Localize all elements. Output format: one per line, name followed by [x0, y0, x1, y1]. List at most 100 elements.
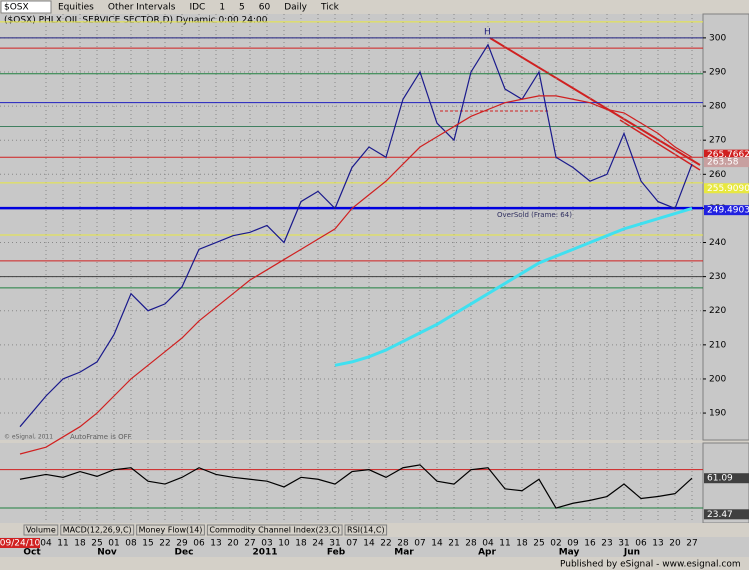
toolbar [0, 0, 749, 14]
toolbar-item[interactable]: Daily [284, 3, 307, 13]
tab-frame [136, 524, 205, 536]
status-bar [0, 557, 749, 570]
x-tick-label: 13 [210, 539, 221, 549]
value-box-label: 249.4903 [707, 206, 749, 216]
y-tick-label: 290 [709, 67, 726, 77]
x-tick-label: 14 [363, 539, 375, 549]
x-tick-label: 18 [74, 539, 86, 549]
toolbar-item[interactable]: Tick [320, 3, 340, 13]
month-label: Jun [623, 548, 640, 558]
x-tick-label: 04 [40, 539, 52, 549]
x-tick-label: 25 [91, 539, 102, 549]
x-tick-label: 25 [533, 539, 544, 549]
value-box [704, 157, 749, 168]
tab-bar [0, 523, 749, 537]
x-tick-label: 24 [312, 539, 324, 549]
x-tick-label: 04 [482, 539, 494, 549]
value-box [704, 149, 749, 160]
start-date-box [0, 538, 40, 548]
date-axis [0, 537, 749, 557]
x-tick-label: 28 [397, 539, 409, 549]
toolbar-item[interactable]: Equities [58, 3, 94, 13]
x-tick-label: 06 [193, 539, 205, 549]
toolbar-item[interactable]: 1 [219, 3, 225, 13]
indicator-tab[interactable]: Money Flow(14) [139, 526, 203, 535]
x-tick-label: 31 [618, 539, 629, 549]
series-line [19, 464, 693, 509]
x-tick-label: 08 [125, 539, 137, 549]
x-tick-label: 07 [346, 539, 357, 549]
value-box-label: 255.90903 [707, 184, 749, 194]
symbol-box[interactable] [0, 0, 52, 14]
month-label: Oct [23, 548, 41, 558]
month-label: 2011 [252, 548, 277, 558]
month-label: Mar [394, 548, 414, 558]
toolbar-item[interactable]: Other Intervals [108, 3, 176, 13]
indicator-tab[interactable]: RSI(14,C) [347, 526, 385, 535]
x-tick-label: 10 [278, 539, 290, 549]
trend-line [619, 119, 701, 171]
month-label: Nov [97, 548, 117, 558]
toolbar-item[interactable]: 60 [259, 3, 271, 13]
y-tick-label: 300 [709, 33, 726, 43]
value-box-label: 23.47 [707, 510, 733, 520]
x-tick-label: 22 [159, 539, 170, 549]
month-label: Apr [478, 548, 496, 558]
toolbar-item[interactable]: 5 [239, 3, 245, 13]
indicator-tab[interactable]: Volume [26, 526, 56, 535]
x-tick-label: 13 [652, 539, 663, 549]
x-tick-label: 21 [448, 539, 459, 549]
annotation: © eSignal, 2011 [4, 434, 53, 441]
series-line [19, 95, 693, 455]
x-tick-label: 31 [329, 539, 340, 549]
month-label: May [559, 548, 580, 558]
x-tick-label: 23 [601, 539, 612, 549]
x-tick-label: 07 [414, 539, 425, 549]
annotation: OverSold (Frame: 64) [497, 211, 572, 219]
month-label: Dec [175, 548, 194, 558]
series-line [334, 206, 693, 367]
value-box [704, 183, 749, 194]
symbol[interactable]: $OSX [4, 3, 29, 13]
y-tick-label: 220 [709, 306, 726, 316]
x-tick-label: 22 [380, 539, 391, 549]
tab-frame [60, 524, 135, 536]
high-marker: H [484, 28, 491, 38]
y-tick-label: 260 [709, 170, 726, 180]
y-tick-label: 280 [709, 102, 726, 112]
toolbar-item[interactable]: IDC [189, 3, 205, 13]
chart-title: ($OSX) PHLX OIL SERVICE SECTOR,D) Dynami… [4, 16, 268, 26]
annotation: AutoFrame is OFF [70, 433, 132, 441]
value-box [704, 473, 749, 484]
x-tick-label: 11 [499, 539, 510, 549]
tab-frame [206, 524, 343, 536]
y-tick-label: 210 [709, 340, 726, 350]
x-tick-label: 29 [176, 539, 188, 549]
x-tick-label: 14 [431, 539, 443, 549]
value-box [704, 509, 749, 520]
x-tick-label: 20 [227, 539, 239, 549]
x-tick-label: 01 [108, 539, 119, 549]
price-axis [702, 13, 749, 441]
x-tick-label: 09 [567, 539, 579, 549]
indicator-tab[interactable]: MACD(12,26,9,C) [63, 526, 132, 535]
x-tick-label: 02 [550, 539, 561, 549]
series-line [19, 43, 693, 428]
tab-frame [344, 524, 388, 536]
y-tick-label: 200 [709, 374, 726, 384]
value-box-label: 263.58 [707, 158, 739, 168]
x-tick-label: 15 [142, 539, 153, 549]
month-label: Feb [327, 548, 346, 558]
y-tick-label: 240 [709, 238, 726, 248]
value-box-label: 61.09 [707, 474, 733, 484]
x-tick-label: 06 [635, 539, 647, 549]
y-tick-label: 190 [709, 409, 726, 419]
x-tick-label: 18 [295, 539, 307, 549]
y-tick-label: 270 [709, 136, 726, 146]
value-box [704, 205, 749, 216]
indicator-tab[interactable]: Commodity Channel Index(23,C) [209, 526, 340, 535]
value-box-label: 265.7662 [707, 150, 749, 160]
x-tick-label: 11 [57, 539, 68, 549]
